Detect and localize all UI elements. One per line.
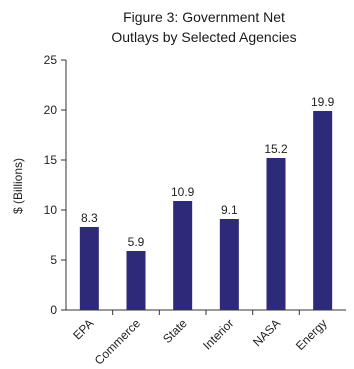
bar-commerce — [126, 251, 146, 310]
y-tick-label: 5 — [50, 253, 57, 267]
bar-epa — [79, 227, 99, 310]
bar-state — [173, 201, 193, 310]
bar-energy — [313, 111, 333, 310]
y-tick-label: 25 — [44, 53, 58, 67]
x-tick-label-epa: EPA — [70, 316, 96, 342]
chart-title-line-2: Outlays by Selected Agencies — [111, 29, 296, 45]
data-label-nasa: 15.2 — [264, 142, 288, 156]
bar-nasa — [266, 158, 286, 310]
data-label-interior: 9.1 — [221, 203, 238, 217]
chart-title-line-1: Figure 3: Government Net — [123, 9, 285, 25]
x-tick-label-state: State — [160, 316, 190, 346]
x-tick-label-interior: Interior — [200, 316, 236, 352]
data-label-energy: 19.9 — [311, 95, 335, 109]
data-label-epa: 8.3 — [81, 211, 98, 225]
y-tick-label: 10 — [44, 203, 58, 217]
bar-interior — [219, 219, 239, 310]
plot-area: 0 5 10 15 20 25 8.3 EPA 5.9 Commerce 10.9 State 9.1 I… — [44, 53, 346, 368]
x-tick-label-energy: Energy — [293, 316, 330, 353]
y-axis-label: $ (Billions) — [11, 158, 25, 214]
y-tick-label: 0 — [50, 303, 57, 317]
y-tick-label: 15 — [44, 153, 58, 167]
data-label-commerce: 5.9 — [128, 235, 145, 249]
data-label-state: 10.9 — [171, 185, 195, 199]
y-tick-label: 20 — [44, 103, 58, 117]
x-tick-label-nasa: NASA — [250, 316, 283, 349]
x-tick-label-commerce: Commerce — [92, 316, 144, 368]
